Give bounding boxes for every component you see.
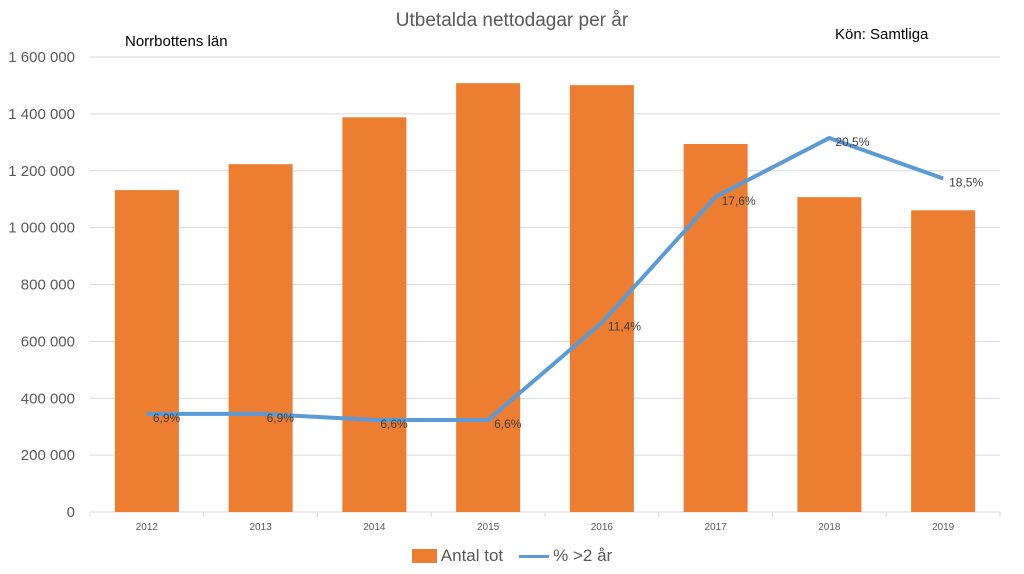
gender-label: Kön: Samtliga: [835, 26, 929, 43]
x-tick-label: 2017: [705, 522, 728, 533]
data-label: 17,6%: [722, 194, 756, 208]
y-tick-label: 600 000: [21, 333, 75, 350]
data-label: 11,4%: [608, 320, 641, 334]
x-tick-label: 2014: [363, 522, 386, 533]
x-tick-label: 2019: [932, 522, 955, 533]
x-tick-label: 2018: [818, 522, 841, 533]
data-label: 20,5%: [835, 135, 869, 149]
data-label: 6,9%: [267, 411, 295, 425]
legend-label-bars: Antal tot: [440, 546, 504, 565]
region-label: Norrbottens län: [125, 33, 228, 50]
x-tick-label: 2013: [250, 522, 273, 533]
bar-2013: [228, 164, 293, 512]
legend-item-bars: Antal tot: [411, 546, 504, 566]
y-tick-label: 0: [67, 504, 75, 521]
line-series: [146, 135, 944, 422]
x-tick-label: 2015: [477, 522, 500, 533]
bar-2015: [456, 83, 521, 512]
data-label: 6,6%: [494, 417, 522, 431]
legend: Antal tot % >2 år: [0, 546, 1024, 566]
legend-label-line: % >2 år: [553, 546, 613, 565]
y-tick-label: 1 600 000: [8, 49, 75, 66]
bar-2014: [342, 117, 407, 512]
data-label: 18,5%: [949, 176, 983, 190]
x-tick-label: 2012: [136, 522, 159, 533]
bar-2019: [911, 210, 976, 512]
y-tick-label: 400 000: [21, 390, 75, 407]
bar-2018: [797, 197, 862, 512]
y-tick-label: 1 000 000: [8, 220, 75, 237]
legend-swatch-line: [519, 554, 550, 558]
y-tick-label: 200 000: [21, 447, 75, 464]
bar-2017: [683, 144, 748, 513]
y-tick-label: 800 000: [21, 277, 75, 294]
legend-swatch-bar: [411, 549, 437, 563]
y-tick-label: 1 400 000: [8, 106, 75, 123]
bar-2012: [114, 190, 179, 512]
data-label: 6,6%: [380, 417, 408, 431]
chart-title: Utbetalda nettodagar per år: [395, 10, 629, 31]
x-tick-label: 2016: [591, 522, 614, 533]
y-tick-label: 1 200 000: [8, 163, 75, 180]
legend-item-line: % >2 år: [519, 546, 612, 566]
data-label: 6,9%: [153, 411, 181, 425]
